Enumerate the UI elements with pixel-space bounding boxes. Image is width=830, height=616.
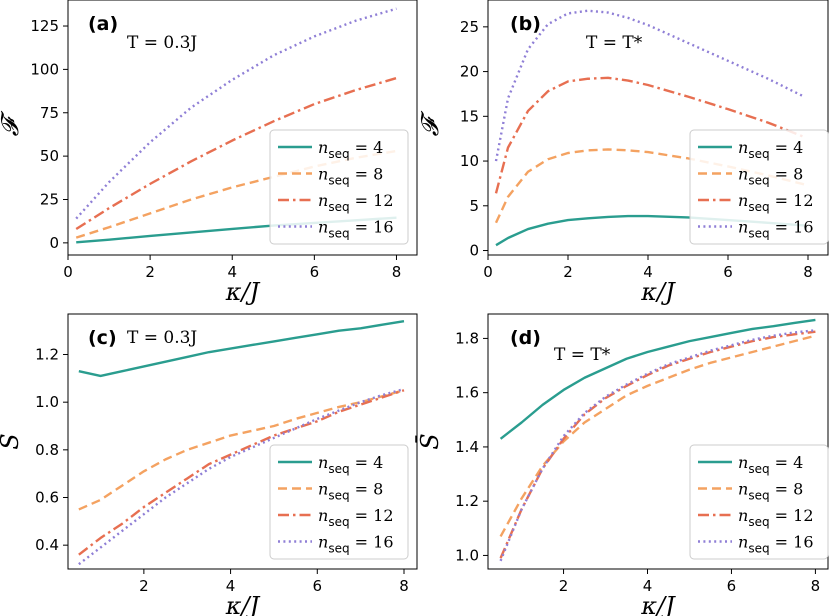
- x-tick-label: 8: [399, 577, 409, 595]
- temperature-annotation: T = T*: [554, 345, 611, 365]
- y-tick-label: 1.2: [35, 346, 59, 364]
- x-tick-label: 0: [63, 263, 73, 281]
- temperature-annotation: T = 0.3J: [127, 328, 197, 348]
- y-tick-label: 1.2: [455, 492, 479, 510]
- x-tick-label: 6: [727, 577, 737, 595]
- y-tick-label: 10: [460, 152, 479, 170]
- y-axis-label: 𝓕: [0, 110, 24, 136]
- legend-entry-label: nseq = 16: [738, 218, 814, 241]
- y-tick-label: 1.6: [455, 384, 479, 402]
- x-tick-label: 6: [723, 263, 733, 281]
- panel-label: (a): [88, 13, 118, 35]
- legend-entry-label: nseq = 4: [738, 138, 803, 161]
- x-tick-label: 8: [811, 577, 821, 595]
- legend: nseq = 4 nseq = 8 nseq = 12 nseq = 16: [689, 444, 829, 560]
- y-tick-label: 25: [40, 190, 59, 208]
- legend-entry-label: nseq = 12: [318, 506, 394, 529]
- y-tick-label: 0: [49, 234, 59, 252]
- legend-entry-label: nseq = 4: [318, 453, 383, 476]
- x-tick-label: 8: [803, 263, 813, 281]
- series-line-4: [78, 319, 405, 378]
- y-tick-label: 5: [469, 197, 479, 215]
- x-axis-label: κ/J: [225, 592, 261, 616]
- series-line-12: [75, 76, 397, 230]
- legend: nseq = 4 nseq = 8 nseq = 12 nseq = 16: [269, 129, 409, 245]
- y-tick-label: 50: [40, 147, 59, 165]
- legend-entry-label: nseq = 12: [738, 191, 814, 214]
- y-tick-label: 1.4: [455, 438, 479, 456]
- legend-entry-label: nseq = 12: [318, 191, 394, 214]
- panel-label: (d): [510, 327, 541, 349]
- legend-entry-label: nseq = 4: [738, 453, 803, 476]
- panel-label: (c): [88, 327, 117, 349]
- legend-entry-label: nseq = 8: [318, 480, 383, 503]
- x-tick-label: 4: [643, 263, 653, 281]
- x-tick-label: 2: [139, 577, 149, 595]
- y-tick-label: 25: [460, 18, 479, 36]
- y-tick-label: 1.0: [35, 393, 59, 411]
- legend-entry-label: nseq = 12: [738, 506, 814, 529]
- x-tick-label: 6: [313, 577, 323, 595]
- y-tick-label: 0.8: [35, 441, 59, 459]
- x-tick-label: 2: [559, 577, 569, 595]
- legend-entry-label: nseq = 16: [318, 218, 394, 241]
- y-axis-label: S̄: [0, 433, 24, 449]
- y-tick-label: 1.0: [455, 546, 479, 564]
- legend-entry-label: nseq = 8: [738, 165, 803, 188]
- series-line-4: [499, 318, 816, 440]
- legend: nseq = 4 nseq = 8 nseq = 12 nseq = 16: [269, 444, 409, 560]
- y-tick-label: 75: [40, 104, 59, 122]
- temperature-annotation: T = 0.3J: [127, 33, 197, 53]
- series-line-8: [78, 389, 405, 511]
- y-tick-label: 125: [30, 17, 59, 35]
- panel-label: (b): [510, 13, 541, 35]
- x-tick-label: 2: [145, 263, 155, 281]
- legend: nseq = 4 nseq = 8 nseq = 12 nseq = 16: [689, 129, 829, 245]
- legend-entry-label: nseq = 16: [738, 533, 814, 556]
- temperature-annotation: T = T*: [586, 33, 643, 53]
- panel-a: 0 2 4 6 8 0 25 50 75 100 125 κ/J 𝓕 (a) T = 0.3J nseq = …: [0, 0, 418, 306]
- y-tick-label: 100: [30, 60, 59, 78]
- panel-c: 2 4 6 8 0.4 0.6 0.8 1.0 1.2 κ/J S̄ (c) T = 0.3J nseq …: [0, 313, 418, 616]
- panel-d: 2 4 6 8 1.0 1.2 1.4 1.6 1.8 κ/J S̄ (d) T = T* nseq = …: [416, 313, 829, 616]
- y-tick-label: 0.4: [35, 536, 59, 554]
- x-tick-label: 2: [563, 263, 573, 281]
- axes-frame: [67, 0, 418, 256]
- x-axis-label: κ/J: [225, 278, 261, 306]
- series-line-12: [494, 76, 805, 194]
- x-tick-label: 4: [643, 577, 653, 595]
- x-tick-label: 0: [483, 263, 493, 281]
- x-tick-label: 4: [226, 577, 236, 595]
- series-line-16: [494, 9, 805, 162]
- x-tick-label: 8: [392, 263, 402, 281]
- axes-frame: [487, 0, 829, 256]
- y-tick-label: 20: [460, 63, 479, 81]
- legend-entry-label: nseq = 4: [318, 138, 383, 161]
- axes-frame: [487, 313, 829, 570]
- legend-entry-label: nseq = 16: [318, 533, 394, 556]
- series-line-12: [78, 389, 405, 556]
- y-axis-label: 𝓕: [416, 110, 444, 136]
- y-tick-label: 0.6: [35, 489, 59, 507]
- y-tick-label: 1.8: [455, 329, 479, 347]
- y-tick-label: 15: [460, 107, 479, 125]
- y-tick-label: 0: [469, 242, 479, 260]
- legend-entry-label: nseq = 8: [738, 480, 803, 503]
- legend-entry-label: nseq = 8: [318, 165, 383, 188]
- series-line-8: [75, 149, 397, 239]
- x-tick-label: 4: [227, 263, 237, 281]
- axes-frame: [67, 313, 418, 570]
- x-tick-label: 6: [310, 263, 320, 281]
- y-axis-label: S̄: [416, 433, 444, 449]
- x-axis-label: κ/J: [640, 592, 676, 616]
- x-axis-label: κ/J: [640, 278, 676, 306]
